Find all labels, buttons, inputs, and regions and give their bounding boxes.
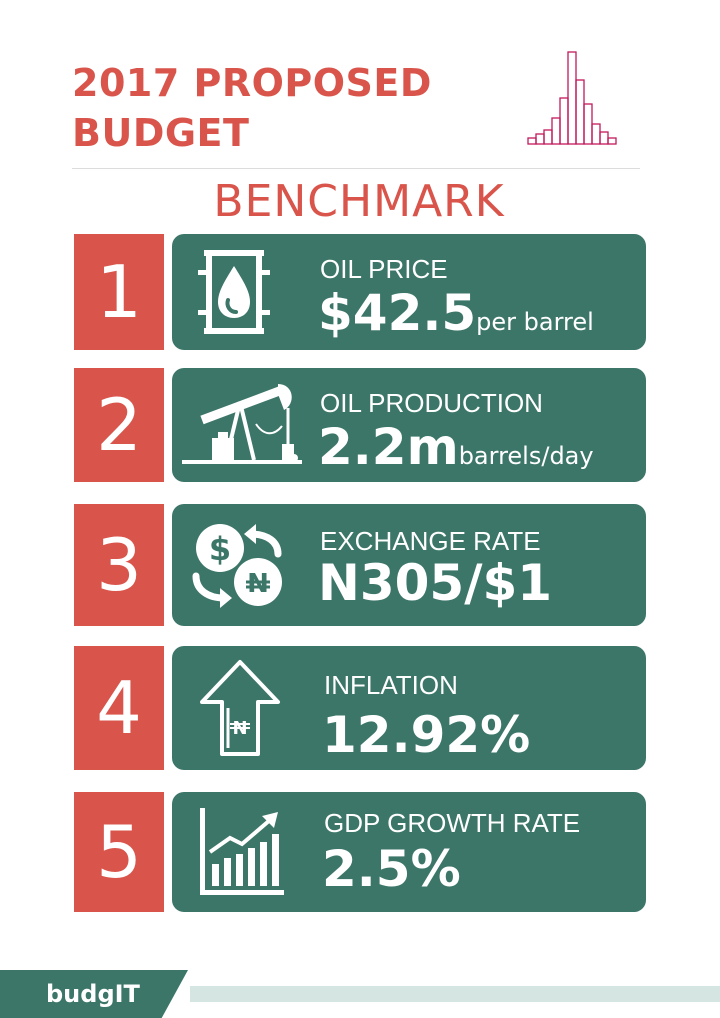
oil-price-value: $42.5per barrel	[318, 288, 594, 338]
growth-bar-chart-icon	[200, 808, 284, 895]
exchange-rate-amount: N305/$1	[318, 554, 553, 612]
exchange-rate-card: $ N EXCHANGE RATE N305/$1	[172, 504, 646, 626]
item-number-3: 3	[74, 504, 164, 626]
oil-price-unit: per barrel	[476, 308, 594, 336]
title-line-1: 2017 PROPOSED	[72, 61, 432, 105]
footer-bar	[190, 986, 720, 1002]
item-number-2: 2	[74, 368, 164, 482]
inflation-amount: 12.92%	[322, 706, 531, 764]
oil-production-unit: barrels/day	[458, 442, 594, 470]
currency-exchange-icon: $ N	[192, 524, 282, 608]
oil-price-card: OIL PRICE $42.5per barrel	[172, 234, 646, 350]
oil-production-card: OIL PRODUCTION 2.2mbarrels/day	[172, 368, 646, 482]
subtitle: BENCHMARK	[213, 176, 505, 227]
gdp-growth-value: 2.5%	[322, 844, 461, 894]
page-title: 2017 PROPOSED BUDGET	[72, 58, 432, 158]
oil-production-label: OIL PRODUCTION	[320, 388, 543, 418]
oil-pump-jack-icon	[182, 384, 302, 464]
oil-barrel-icon	[198, 250, 270, 334]
oil-price-amount: $42.5	[318, 284, 477, 342]
naira-up-arrow-icon: N	[200, 660, 280, 756]
gdp-growth-amount: 2.5%	[322, 840, 461, 898]
oil-production-value: 2.2mbarrels/day	[318, 422, 594, 472]
gdp-growth-card: GDP GROWTH RATE 2.5%	[172, 792, 646, 912]
oil-price-label: OIL PRICE	[320, 254, 448, 284]
gdp-growth-label: GDP GROWTH RATE	[324, 808, 581, 838]
item-number-4: 4	[74, 646, 164, 770]
histogram-icon	[527, 51, 617, 145]
brand-logo-background	[0, 970, 188, 1018]
inflation-card: N INFLATION 12.92%	[172, 646, 646, 770]
header-divider	[72, 168, 640, 169]
inflation-value: 12.92%	[322, 710, 530, 760]
exchange-rate-label: EXCHANGE RATE	[320, 526, 541, 556]
oil-production-amount: 2.2m	[318, 418, 459, 476]
brand-logo: budgIT	[46, 980, 140, 1008]
inflation-label: INFLATION	[324, 670, 458, 700]
exchange-rate-value: N305/$1	[318, 558, 552, 608]
svg-text:N: N	[247, 569, 269, 599]
title-line-2: BUDGET	[72, 111, 250, 155]
svg-text:$: $	[209, 530, 231, 568]
item-number-5: 5	[74, 792, 164, 912]
item-number-1: 1	[74, 234, 164, 350]
